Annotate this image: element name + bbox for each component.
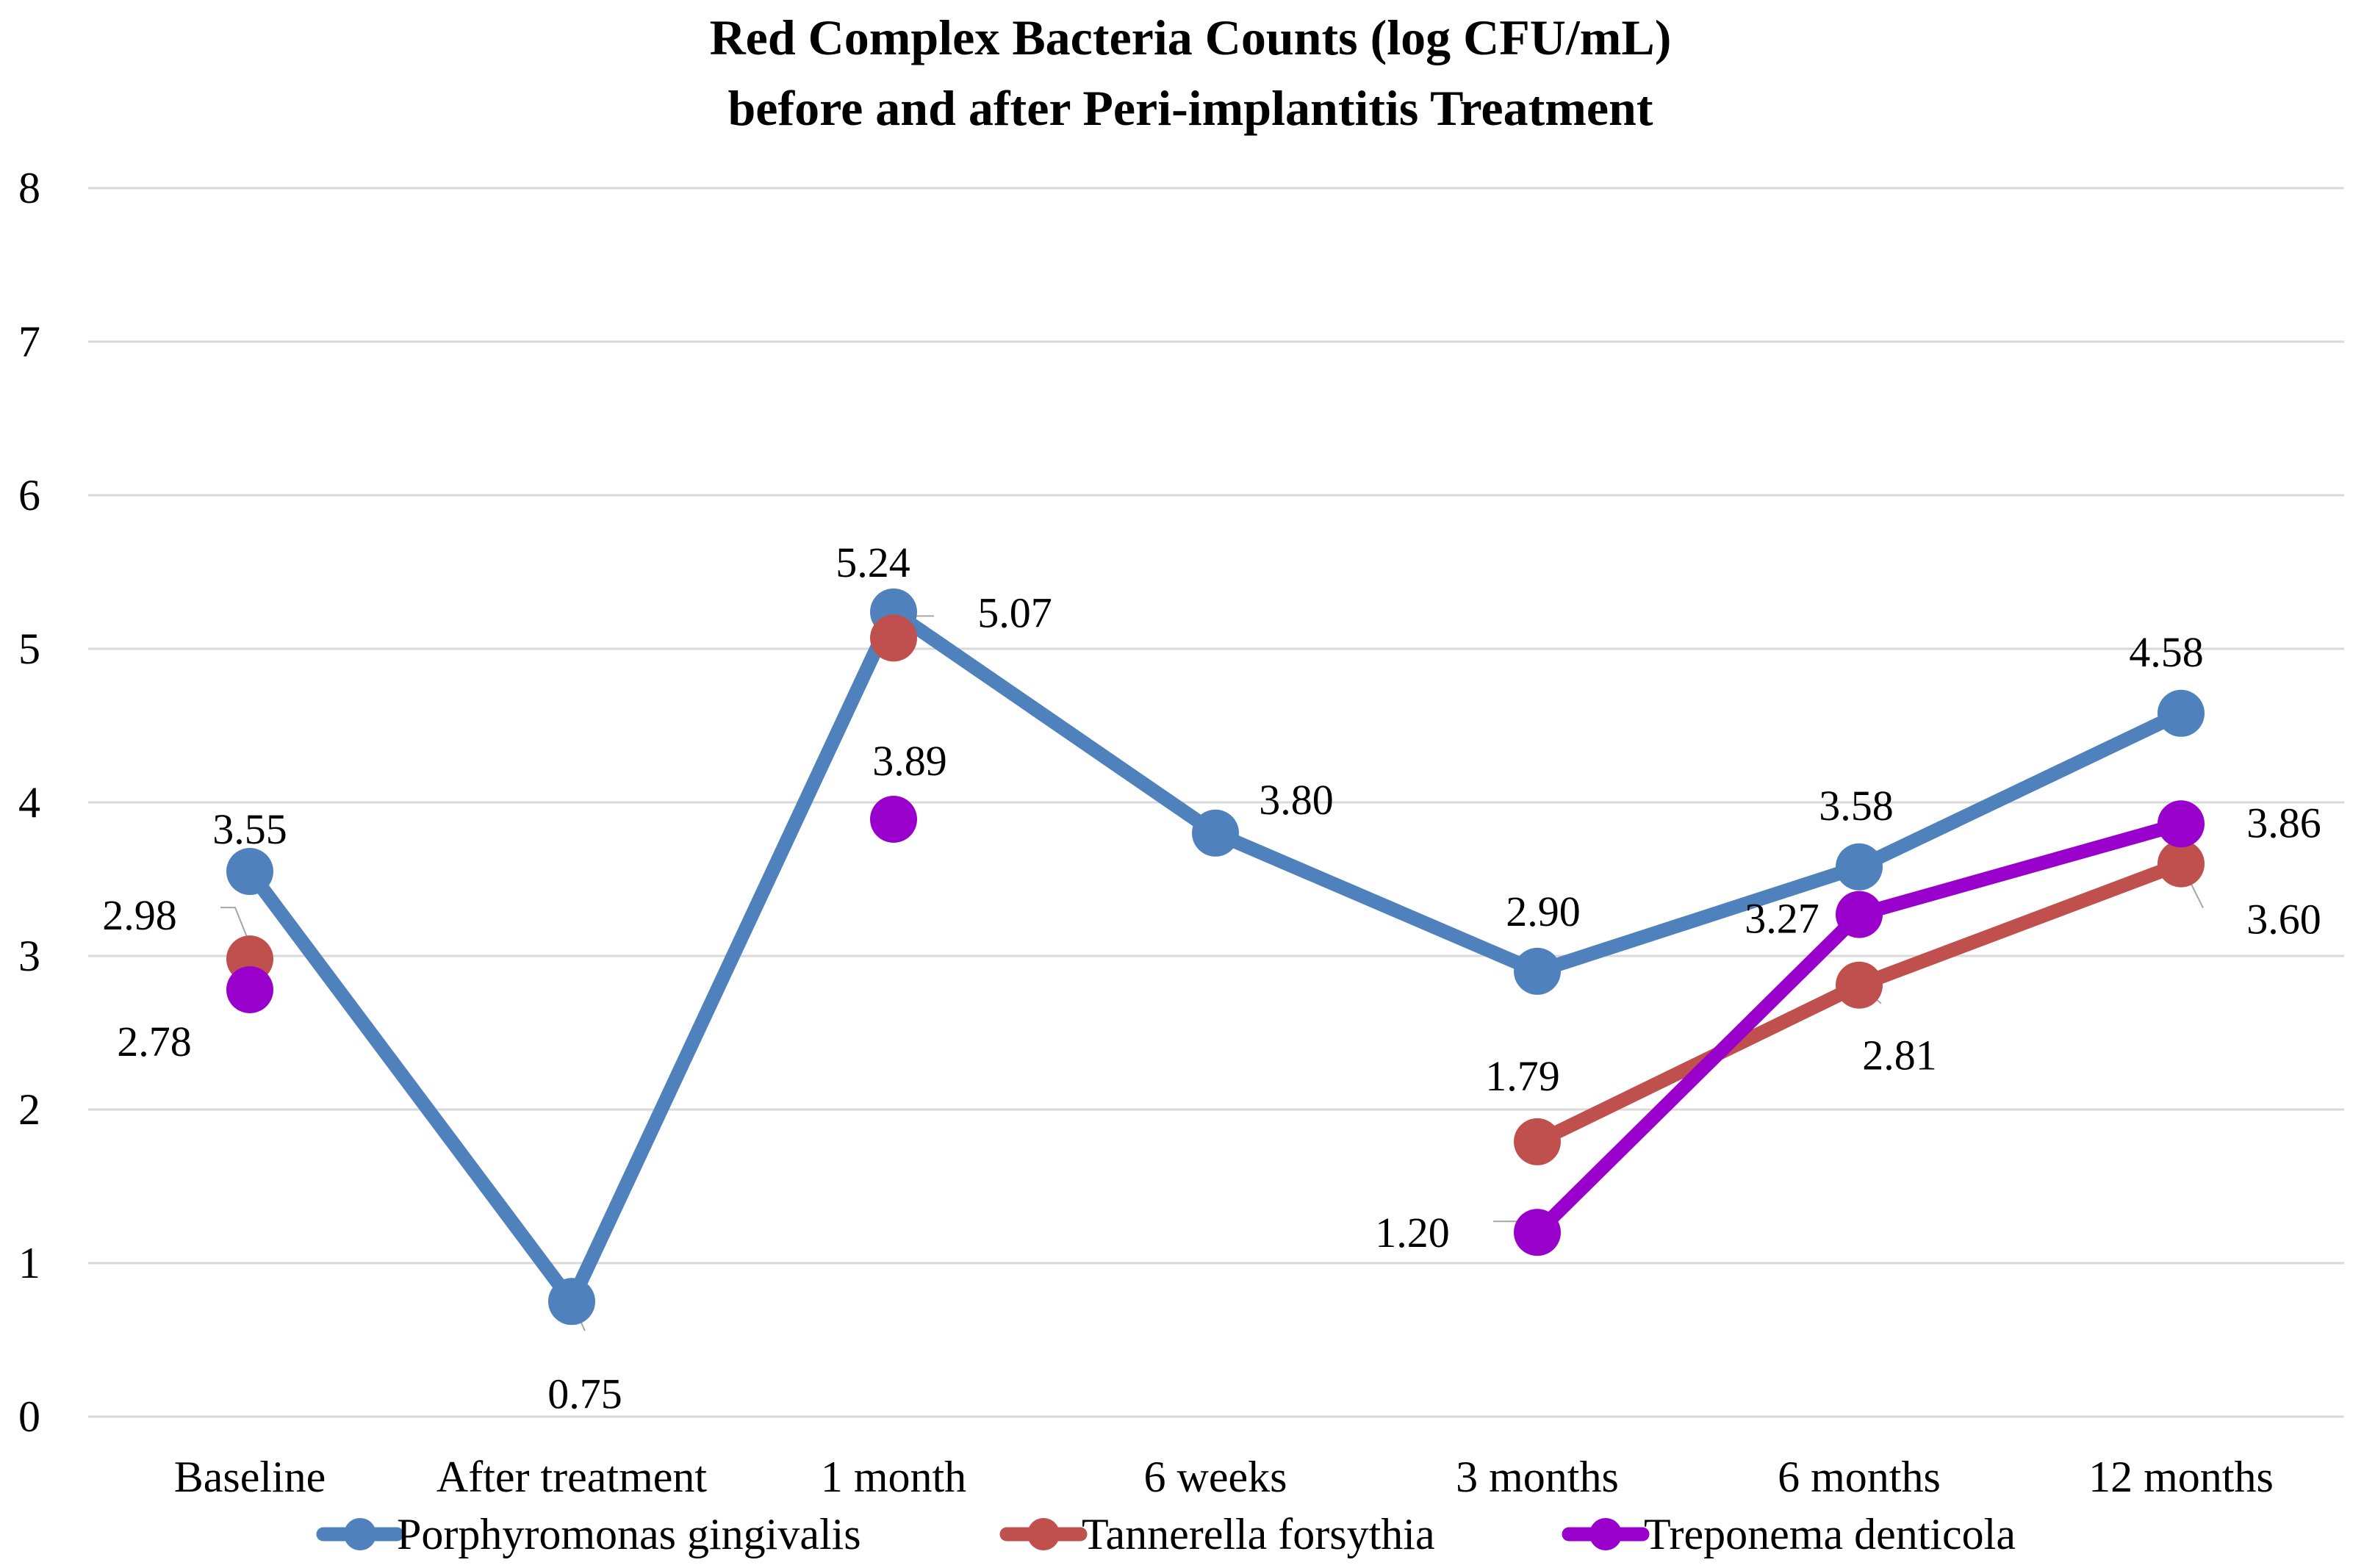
point-porphyromonas-gingivalis-6-weeks [1192,809,1239,857]
y-tick-label-8: 8 [18,164,40,212]
legend-label-treponema-denticola: Treponema denticola [1644,1510,2016,1558]
series-tannerella-forsythia [226,614,2205,1165]
point-porphyromonas-gingivalis-after-treatment [548,1278,595,1326]
data-label-tannerella-forsythia-1-month: 5.07 [977,589,1052,636]
data-label-treponema-denticola-12-months: 3.86 [2246,799,2321,846]
legend-marker-tannerella-forsythia [1027,1518,1060,1550]
y-tick-label-2: 2 [18,1085,40,1134]
y-tick-label-1: 1 [18,1239,40,1287]
point-treponema-denticola-12-months [2158,800,2205,848]
legend-label-tannerella-forsythia: Tannerella forsythia [1082,1510,1435,1558]
y-tick-label-0: 0 [18,1392,40,1441]
data-label-tannerella-forsythia-baseline: 2.98 [102,891,177,939]
point-treponema-denticola-6-months [1836,891,1883,938]
gridlines [88,187,2344,1418]
point-tannerella-forsythia-12-months [2158,840,2205,888]
y-tick-label-6: 6 [18,471,40,519]
chart-subtitle: before and after Peri-implantitis Treatm… [727,80,1653,136]
point-tannerella-forsythia-3-months [1514,1118,1561,1165]
x-tick-label-6-weeks: 6 weeks [1144,1453,1287,1501]
x-tick-label-1-month: 1 month [821,1453,966,1501]
x-tick-label-baseline: Baseline [174,1453,326,1501]
chart-title: Red Complex Bacteria Counts (log CFU/mL) [710,10,1672,65]
legend-item-porphyromonas-gingivalis: Porphyromonas gingivalis [316,1510,861,1558]
x-tick-label-6-months: 6 months [1778,1453,1941,1501]
data-label-porphyromonas-gingivalis-6-months: 3.58 [1819,782,1894,830]
data-label-porphyromonas-gingivalis-12-months: 4.58 [2129,628,2204,676]
x-tick-label-12-months: 12 months [2088,1453,2274,1501]
legend-marker-treponema-denticola [1589,1518,1622,1550]
data-label-porphyromonas-gingivalis-after-treatment: 0.75 [547,1370,622,1417]
data-label-treponema-denticola-baseline: 2.78 [117,1018,192,1065]
data-label-porphyromonas-gingivalis-3-months: 2.90 [1506,888,1581,935]
x-tick-label-after-treatment: After treatment [436,1453,707,1501]
point-treponema-denticola-3-months [1514,1209,1561,1256]
x-tick-label-3-months: 3 months [1456,1453,1619,1501]
series-porphyromonas-gingivalis [226,588,2205,1326]
data-label-tannerella-forsythia-6-months: 2.81 [1862,1032,1937,1079]
data-label-tannerella-forsythia-12-months: 3.60 [2246,896,2321,943]
legend: Porphyromonas gingivalis Tannerella forsy… [316,1510,2016,1558]
data-label-porphyromonas-gingivalis-6-weeks: 3.80 [1259,776,1334,824]
point-tannerella-forsythia-6-months [1836,961,1883,1009]
data-label-treponema-denticola-1-month: 3.89 [872,737,947,785]
legend-label-porphyromonas-gingivalis: Porphyromonas gingivalis [397,1510,861,1558]
data-label-tannerella-forsythia-3-months: 1.79 [1485,1052,1560,1100]
data-label-treponema-denticola-3-months: 1.20 [1375,1209,1450,1256]
point-porphyromonas-gingivalis-12-months [2158,689,2205,737]
y-tick-label-5: 5 [18,625,40,673]
leader-tannerella-forsythia-baseline [220,907,251,945]
y-tick-label-3: 3 [18,932,40,980]
y-tick-label-7: 7 [18,317,40,366]
data-label-porphyromonas-gingivalis-baseline: 3.55 [212,805,287,853]
y-tick-label-4: 4 [18,778,40,827]
data-labels: 3.55 0.75 5.24 3.80 2.90 3.58 4.58 2.98 5.07 1.79… [102,539,2321,1417]
point-porphyromonas-gingivalis-6-months [1836,843,1883,891]
data-label-porphyromonas-gingivalis-1-month: 5.24 [836,539,910,586]
point-porphyromonas-gingivalis-3-months [1514,947,1561,995]
series-layer [226,588,2205,1326]
legend-marker-porphyromonas-gingivalis [344,1518,376,1550]
data-label-treponema-denticola-6-months: 3.27 [1745,895,1819,943]
series-treponema-denticola [226,795,2205,1256]
point-treponema-denticola-1-month [870,795,917,843]
point-tannerella-forsythia-1-month [870,614,917,662]
axis-labels: 0 1 2 3 4 5 6 7 8 Baseline After treatment 1 month 6… [18,164,2274,1501]
legend-item-tannerella-forsythia: Tannerella forsythia [999,1510,1435,1558]
legend-item-treponema-denticola: Treponema denticola [1562,1510,2016,1558]
point-treponema-denticola-baseline [226,965,273,1013]
point-porphyromonas-gingivalis-baseline [226,848,273,896]
